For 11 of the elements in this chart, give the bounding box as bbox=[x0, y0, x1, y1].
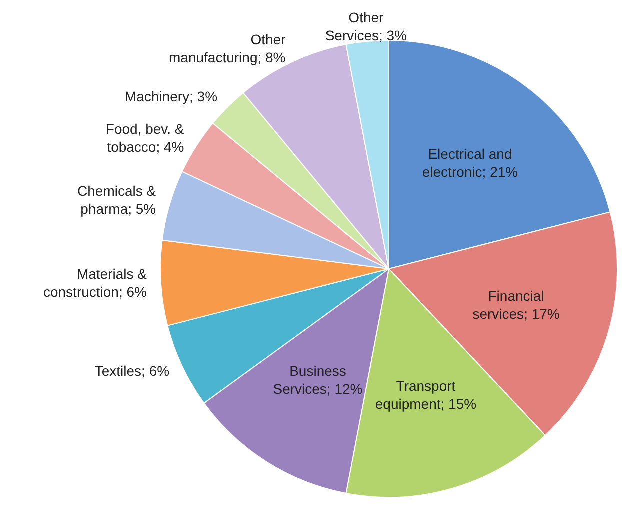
slice-label: Textiles; 6% bbox=[94, 363, 170, 380]
slice-label: Food, bev. & tobacco; 4% bbox=[106, 120, 185, 155]
slice-label: Other manufacturing; 8% bbox=[169, 31, 286, 66]
slice-label: Materials & construction; 6% bbox=[43, 266, 148, 300]
slice-label: Other Services; 3% bbox=[325, 9, 408, 44]
slice-label: Transport equipment; 15% bbox=[375, 378, 477, 412]
slice-label: Electrical and electronic; 21% bbox=[422, 146, 518, 180]
slice-label: Machinery; 3% bbox=[124, 88, 218, 104]
slice-label: Financial services; 17% bbox=[472, 288, 560, 322]
slice-label: Business Services; 12% bbox=[273, 362, 363, 397]
slice-label: Chemicals & pharma; 5% bbox=[78, 183, 157, 218]
